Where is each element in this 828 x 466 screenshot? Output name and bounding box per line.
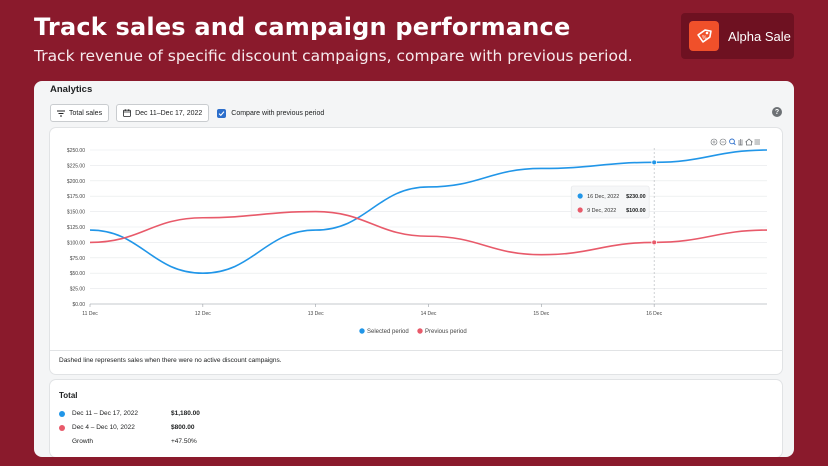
help-icon[interactable]: ? (772, 107, 782, 117)
tooltip-dot (577, 193, 583, 199)
checkmark-icon (218, 110, 225, 116)
analytics-toolbar: Total sales Dec 11–Dec 17, 2022 Compare … (50, 104, 324, 122)
y-tick-label: $225.00 (67, 163, 85, 169)
total-row-value: $1,180.00 (171, 410, 200, 417)
brand-badge: % Alpha Sale (681, 13, 794, 59)
filter-icon (57, 110, 65, 116)
zoom-out-icon (719, 138, 727, 146)
tooltip-value: $230.00 (626, 194, 646, 200)
pan-hand-icon (738, 139, 743, 146)
page-title: Track sales and campaign performance (34, 13, 571, 41)
tooltip-value: $100.00 (626, 208, 646, 214)
x-tick-label: 11 Dec (82, 311, 98, 317)
legend-dot (359, 328, 365, 334)
price-tag-icon: % (689, 21, 719, 51)
data-point-marker (651, 159, 657, 166)
previous-period-dot (59, 425, 65, 431)
chart-tooltip (570, 185, 650, 219)
y-tick-label: $200.00 (67, 179, 85, 185)
total-row-label: Dec 11 – Dec 17, 2022 (72, 410, 139, 417)
total-title: Total (59, 391, 78, 400)
y-tick-label: $25.00 (70, 287, 86, 293)
brand-name: Alpha Sale (728, 28, 791, 44)
y-tick-label: $0.00 (72, 302, 85, 308)
home-icon (745, 138, 753, 146)
total-row-growth: Growth +47.50% (59, 438, 359, 448)
x-tick-label: 16 Dec (646, 311, 662, 317)
calendar-icon (123, 109, 131, 117)
y-tick-label: $150.00 (67, 210, 85, 216)
total-card: Total Dec 11 – Dec 17, 2022 $1,180.00 De… (50, 380, 782, 457)
analytics-panel: Analytics Total sales Dec 11–Dec 17, 202… (34, 81, 794, 457)
legend-dot (417, 328, 423, 334)
date-range-button[interactable]: Dec 11–Dec 17, 2022 (116, 104, 210, 122)
total-row-label: Dec 4 – Dec 10, 2022 (72, 424, 135, 431)
previous-period-line (89, 210, 768, 256)
total-row-value: $800.00 (171, 424, 195, 431)
y-tick-label: $50.00 (70, 271, 86, 277)
selected-period-dot (59, 411, 65, 417)
total-row-previous: Dec 4 – Dec 10, 2022 $800.00 (59, 424, 359, 434)
menu-icon (754, 139, 760, 145)
x-tick-label: 12 Dec (195, 311, 211, 317)
metric-button-label: Total sales (69, 109, 103, 117)
x-tick-label: 13 Dec (308, 311, 324, 317)
chart-footer: Dashed line represents sales when there … (50, 350, 782, 374)
total-row-selected: Dec 11 – Dec 17, 2022 $1,180.00 (59, 410, 359, 420)
metric-button[interactable]: Total sales (50, 104, 110, 122)
y-tick-label: $75.00 (70, 256, 86, 262)
tooltip-dot (577, 207, 583, 213)
svg-text:%: % (702, 35, 707, 41)
legend-label: Previous period (425, 329, 467, 335)
tooltip-label: 16 Dec, 2022 (587, 194, 619, 200)
line-chart: $0.00 $25.00 $50.00 $75.00 $100.00 $125.00 $15… (67, 138, 768, 335)
chart-card: $0.00 $25.00 $50.00 $75.00 $100.00 $125.00 $15… (50, 128, 782, 374)
compare-checkbox[interactable] (217, 108, 227, 118)
x-tick-label: 14 Dec (421, 311, 437, 317)
legend-label: Selected period (367, 329, 409, 335)
zoom-in-icon (710, 138, 718, 146)
compare-label: Compare with previous period (231, 109, 325, 117)
y-tick-label: $100.00 (67, 240, 85, 246)
y-tick-label: $175.00 (67, 194, 85, 200)
tooltip-label: 9 Dec, 2022 (587, 208, 616, 214)
zoom-in-icon (712, 140, 716, 144)
x-tick-label: 15 Dec (533, 311, 549, 317)
chart-note: Dashed line represents sales when there … (59, 357, 282, 364)
analytics-title: Analytics (50, 84, 93, 95)
y-tick-label: $125.00 (67, 225, 85, 231)
magnifier-icon (729, 138, 735, 145)
growth-label: Growth (72, 438, 93, 445)
page-subtitle: Track revenue of specific discount campa… (34, 47, 633, 65)
data-point-marker (651, 239, 657, 246)
magnifier-icon (733, 142, 736, 146)
y-tick-label: $250.00 (67, 148, 85, 154)
growth-value: +47.50% (171, 438, 197, 445)
date-range-label: Dec 11–Dec 17, 2022 (135, 109, 203, 117)
